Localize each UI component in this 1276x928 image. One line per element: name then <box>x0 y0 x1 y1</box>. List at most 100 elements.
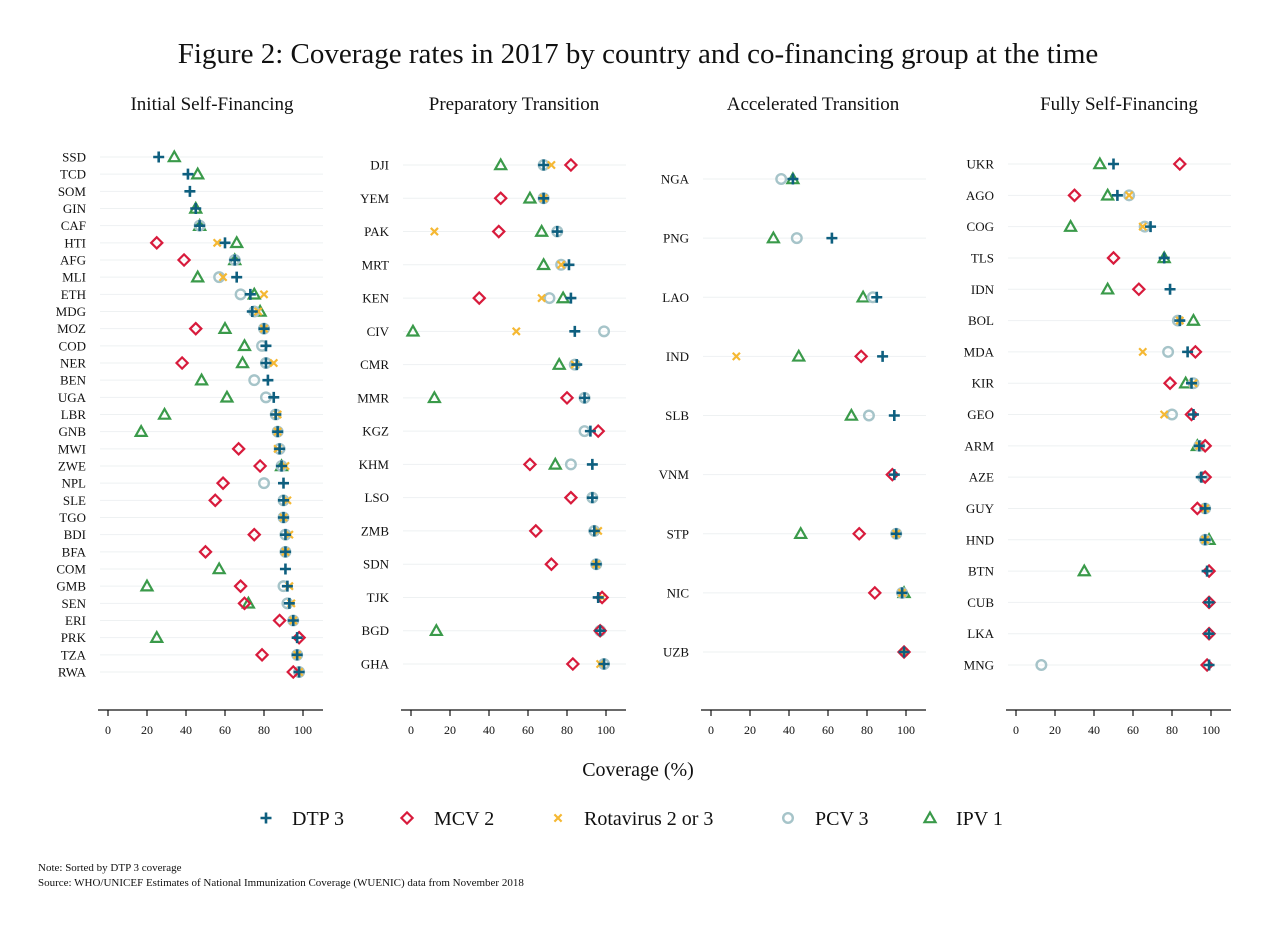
marker-dtp3 <box>1182 346 1194 358</box>
marker-dtp3 <box>153 151 165 163</box>
marker-mcv2 <box>852 526 867 541</box>
marker-ipv1 <box>522 190 538 204</box>
marker-rota <box>1138 222 1148 232</box>
legend-label: Rotavirus 2 or 3 <box>584 808 713 830</box>
country-label: AFG <box>60 253 86 268</box>
marker-mcv2 <box>493 191 508 206</box>
marker-mcv2 <box>1201 595 1217 610</box>
country-label: KIR <box>972 376 995 391</box>
x-tick-label: 60 <box>1127 723 1139 737</box>
legend-label: MCV 2 <box>434 808 494 830</box>
country-label: IDN <box>971 282 995 297</box>
country-label: SLE <box>63 493 86 508</box>
marker-mcv2 <box>853 349 869 364</box>
marker-ipv1 <box>1063 218 1078 232</box>
country-label: HND <box>966 532 994 547</box>
marker-mcv2 <box>1188 344 1203 360</box>
x-tick-label: 20 <box>744 723 756 737</box>
marker-dtp3 <box>888 410 900 421</box>
marker-dtp3 <box>1108 158 1119 170</box>
marker-dtp3 <box>590 558 602 570</box>
marker-dtp3 <box>278 494 289 506</box>
country-label: ETH <box>61 287 86 302</box>
country-label: BOL <box>968 313 994 328</box>
marker-dtp3 <box>270 409 282 420</box>
marker-pcv3 <box>248 374 261 387</box>
country-label: GEO <box>967 407 994 422</box>
x-tick-label: 40 <box>483 723 495 737</box>
marker-ipv1 <box>1092 156 1108 170</box>
marker-ipv1 <box>427 390 442 404</box>
marker-dtp3 <box>1164 283 1176 295</box>
marker-pcv3 <box>1162 345 1175 358</box>
country-label: NIC <box>667 585 689 600</box>
marker-dtp3 <box>1158 252 1170 264</box>
marker-ipv1 <box>229 235 245 249</box>
marker-ipv1 <box>133 423 149 437</box>
marker-ipv1 <box>149 629 165 643</box>
country-label: CAF <box>61 218 86 233</box>
country-label: NPL <box>61 476 86 491</box>
country-label: SEN <box>61 596 86 611</box>
marker-dtp3 <box>229 254 241 266</box>
marker-mcv2 <box>491 224 506 239</box>
marker-dtp3 <box>586 492 598 504</box>
marker-mcv2 <box>208 493 223 508</box>
x-tick-label: 100 <box>897 723 915 737</box>
marker-dtp3 <box>293 666 305 678</box>
country-label: BEN <box>60 373 87 388</box>
x-tick-label: 0 <box>708 723 714 737</box>
marker-ipv1 <box>766 230 781 244</box>
marker-dtp3 <box>584 425 596 437</box>
country-label: MMR <box>357 390 389 405</box>
panel-title: Preparatory Transition <box>429 94 600 115</box>
marker-ipv1 <box>405 323 421 337</box>
marker-mcv2 <box>237 596 252 611</box>
panel: Fully Self-Financing UKR AGO COG TLS IDN BOL MD… <box>964 94 1231 737</box>
country-label: TJK <box>367 590 390 605</box>
country-label: PAK <box>364 224 389 239</box>
marker-ipv1 <box>534 223 550 237</box>
x-tick-label: 0 <box>105 723 111 737</box>
marker-rota <box>556 260 566 270</box>
x-tick-label: 20 <box>141 723 153 737</box>
marker-dtp3 <box>1187 409 1199 420</box>
marker-mcv2 <box>896 644 912 660</box>
marker-dtp3 <box>1203 659 1215 671</box>
marker-dtp3 <box>1203 628 1215 640</box>
marker-ipv1 <box>791 348 807 362</box>
marker-mcv2 <box>559 390 575 406</box>
marker-dtp3 <box>1145 221 1157 233</box>
marker-dtp3 <box>898 646 910 658</box>
marker-ipv1 <box>1076 563 1092 577</box>
marker-dtp3 <box>1186 377 1197 389</box>
country-label: ERI <box>65 613 86 628</box>
marker-pcv3 <box>1123 189 1136 202</box>
country-label: HTI <box>64 235 86 250</box>
marker-mcv2 <box>286 664 301 680</box>
note-sort: Note: Sorted by DTP 3 coverage <box>38 862 182 874</box>
country-label: LAO <box>662 290 689 305</box>
marker-dtp3 <box>565 292 577 304</box>
country-label: BFA <box>62 544 87 559</box>
country-label: NGA <box>661 172 690 187</box>
marker-ipv1 <box>547 456 563 470</box>
panel-title: Initial Self-Financing <box>130 94 294 115</box>
marker-mcv2 <box>1199 657 1215 673</box>
marker-rota <box>218 272 228 282</box>
country-label: NER <box>60 356 86 371</box>
marker-dtp3 <box>244 288 256 300</box>
marker-dtp3 <box>1193 440 1205 452</box>
marker-dtp3 <box>1201 565 1213 577</box>
marker-ipv1 <box>190 269 206 283</box>
marker-dtp3 <box>877 350 889 362</box>
panel: Accelerated Transition NGA PNG LAO IND SLB VNM… <box>659 94 926 737</box>
marker-dtp3 <box>268 391 280 403</box>
country-label: AZE <box>969 470 994 485</box>
country-label: AGO <box>966 188 994 203</box>
marker-rota <box>547 160 556 170</box>
marker-pcv3 <box>862 409 875 422</box>
country-label: LBR <box>61 407 87 422</box>
marker-mcv2 <box>291 630 307 645</box>
